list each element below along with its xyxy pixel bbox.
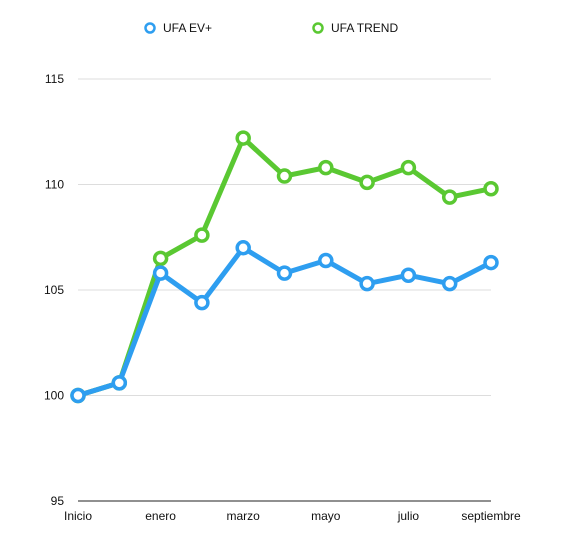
data-point [318,159,334,176]
data-point [359,174,375,191]
legend-marker [144,22,156,34]
x-axis: Inicio enero marzo mayo julio septiembre [64,509,521,523]
x-tick-label: Inicio [64,509,92,523]
x-tick-label: julio [397,509,420,523]
legend-item: UFA EV+ [144,21,212,35]
data-point [194,294,210,311]
x-tick-label: septiembre [461,509,521,523]
x-tick-label: mayo [311,509,341,523]
legend-item: UFA TREND [312,21,398,35]
y-axis: 95 100 105 110 115 [44,72,64,508]
data-point [235,240,251,256]
plot-area [70,130,499,404]
series-0 [70,240,499,404]
data-point [359,275,375,292]
legend-marker [312,22,324,34]
y-tick-label: 115 [45,72,64,86]
y-tick-label: 95 [51,494,65,508]
x-tick-label: enero [145,509,176,523]
y-tick-label: 105 [44,283,64,297]
data-point [318,252,334,269]
legend: UFA EV+ UFA TREND [144,21,398,35]
data-point [194,227,210,243]
gridlines [78,78,491,502]
data-point [441,275,458,292]
data-point [235,130,251,146]
legend-label: UFA TREND [331,21,398,35]
data-point [152,265,169,281]
data-point [400,159,417,176]
legend-label: UFA EV+ [163,21,212,35]
data-point [441,189,458,205]
x-tick-label: marzo [227,509,261,523]
data-point [276,168,293,184]
data-point [400,267,417,283]
data-point [111,375,128,391]
data-point [70,387,86,404]
data-point [483,254,499,271]
data-point [483,180,499,197]
data-point [276,265,293,281]
y-tick-label: 100 [44,389,64,403]
data-point [152,250,169,267]
y-tick-label: 110 [45,178,64,192]
